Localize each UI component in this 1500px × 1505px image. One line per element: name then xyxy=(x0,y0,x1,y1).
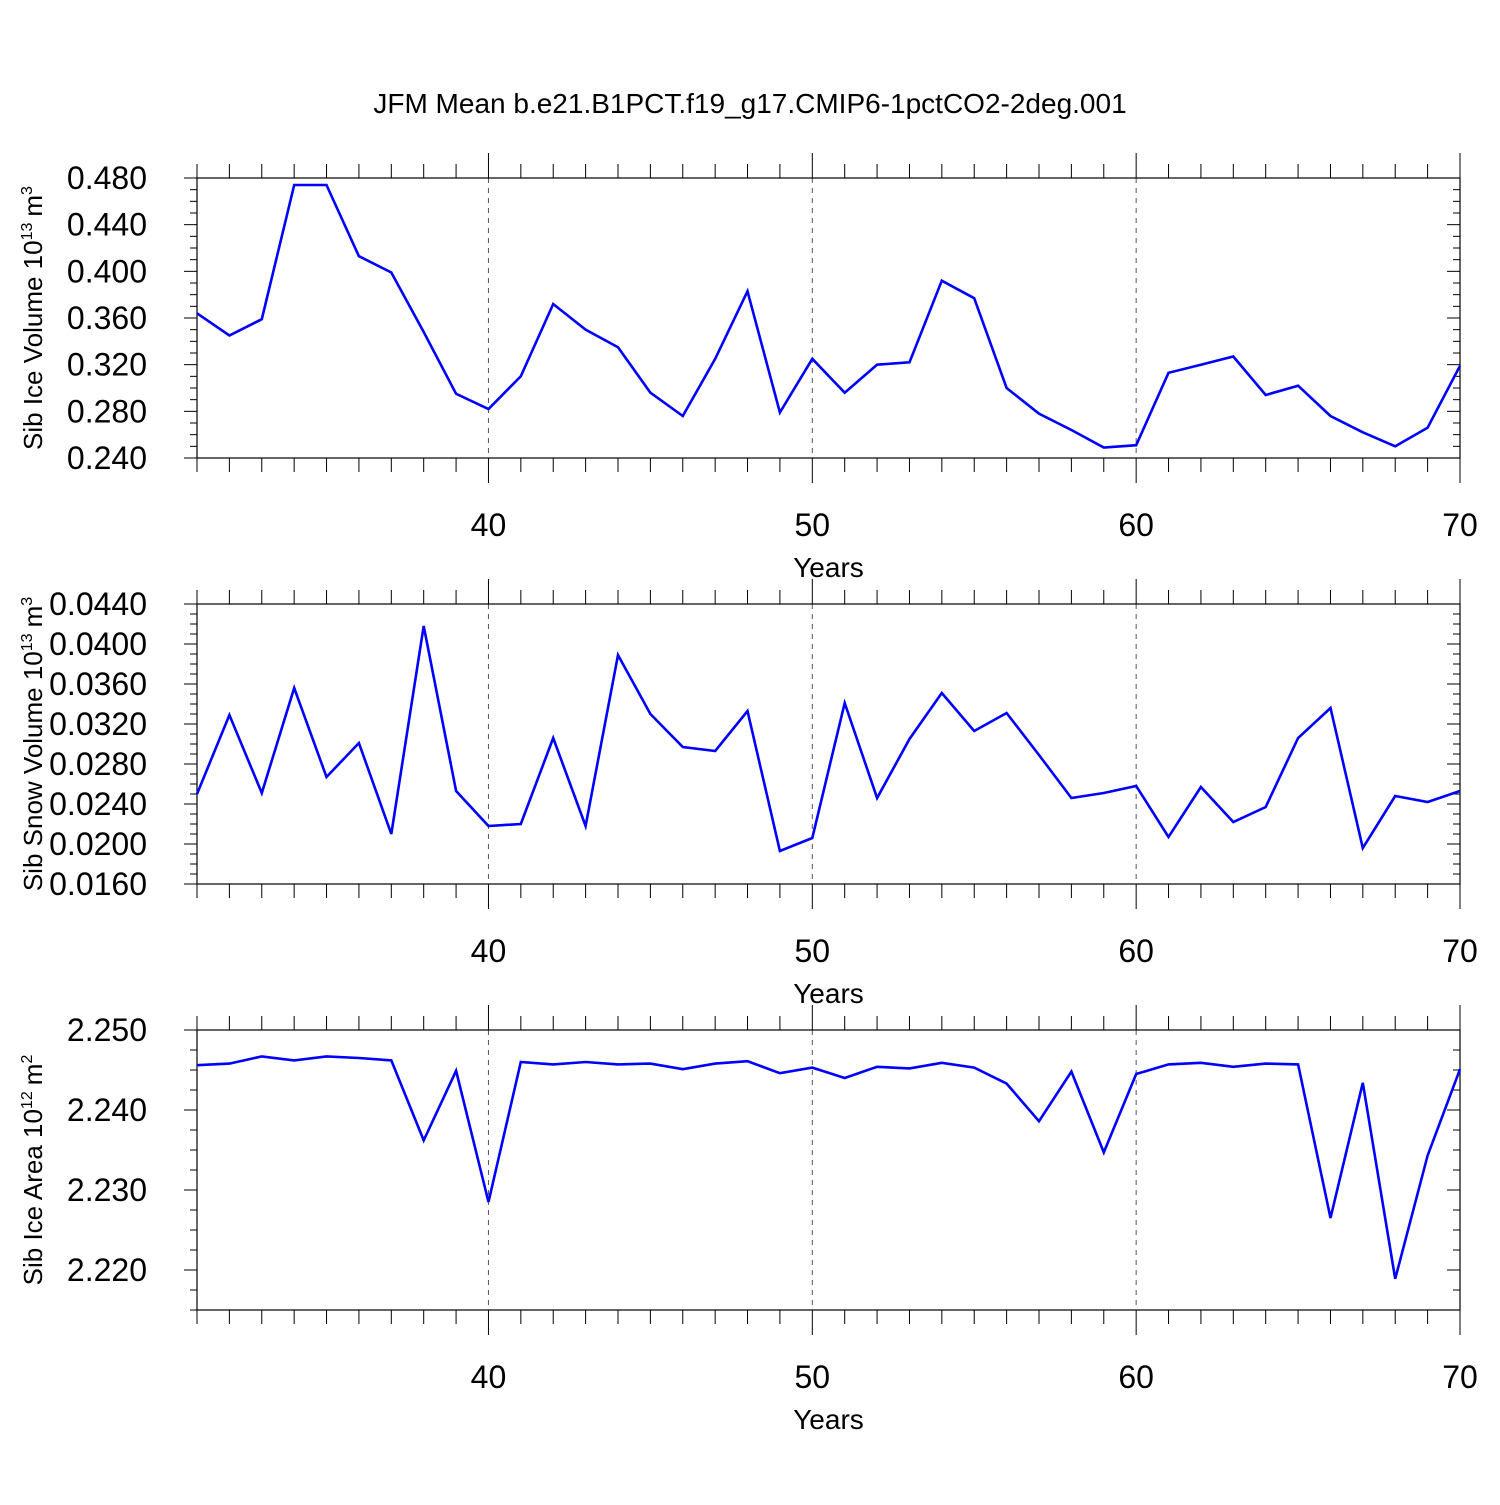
plot-frame xyxy=(197,178,1460,458)
x-axis-label: Years xyxy=(793,552,864,583)
y-axis-label: Sib Snow Volume 1013 m3 xyxy=(18,597,48,891)
y-axis-label: Sib Ice Area 1012 m2 xyxy=(18,1055,48,1286)
y-axis-label-exponent: 13 xyxy=(19,633,36,651)
x-tick-label: 40 xyxy=(471,507,507,543)
y-axis-label-text: Sib Snow Volume 10 xyxy=(18,651,48,891)
y-axis-label-unit-power: 2 xyxy=(19,1055,36,1064)
x-tick-label: 60 xyxy=(1118,507,1154,543)
y-axis-label-unit-power: 3 xyxy=(19,186,36,195)
y-axis-label-unit: m xyxy=(18,606,48,628)
y-tick-label: 0.0400 xyxy=(49,626,147,662)
x-axis-label: Years xyxy=(793,1404,864,1435)
y-tick-label: 0.0280 xyxy=(49,746,147,782)
chart-panel-2: 0.0160 0.0200 0.0240 0.0280 0.0320 0.0360 0.04… xyxy=(18,579,1478,1009)
x-axis-label: Years xyxy=(793,978,864,1009)
y-tick-label: 0.0160 xyxy=(49,866,147,902)
series-line xyxy=(197,185,1460,448)
y-tick-label: 0.360 xyxy=(67,300,147,336)
x-tick-label: 70 xyxy=(1442,933,1478,969)
x-tick-label: 60 xyxy=(1118,1359,1154,1395)
y-tick-label: 0.0320 xyxy=(49,706,147,742)
y-tick-label: 0.440 xyxy=(67,207,147,243)
y-tick-label: 0.0240 xyxy=(49,786,147,822)
y-axis-label-unit: m xyxy=(18,1064,48,1086)
series-line xyxy=(197,626,1460,851)
x-tick-label: 50 xyxy=(795,933,831,969)
y-tick-label: 2.220 xyxy=(67,1252,147,1288)
x-tick-label: 60 xyxy=(1118,933,1154,969)
y-tick-label: 0.240 xyxy=(67,440,147,476)
y-axis-label: Sib Ice Volume 1013 m3 xyxy=(18,186,48,450)
series-line xyxy=(197,1056,1460,1278)
y-tick-label: 2.240 xyxy=(67,1092,147,1128)
x-tick-label: 70 xyxy=(1442,507,1478,543)
y-tick-label: 2.250 xyxy=(67,1012,147,1048)
x-tick-label: 40 xyxy=(471,933,507,969)
y-axis-label-text: Sib Ice Volume 10 xyxy=(18,240,48,450)
y-tick-label: 2.230 xyxy=(67,1172,147,1208)
plot-frame xyxy=(197,604,1460,884)
y-tick-label: 0.0360 xyxy=(49,666,147,702)
y-tick-label: 0.400 xyxy=(67,253,147,289)
y-axis-label-text: Sib Ice Area 10 xyxy=(18,1109,48,1285)
y-tick-label: 0.280 xyxy=(67,393,147,429)
y-tick-label: 0.0440 xyxy=(49,586,147,622)
y-axis-label-unit-power: 3 xyxy=(19,597,36,606)
y-tick-label: 0.480 xyxy=(67,160,147,196)
x-tick-label: 50 xyxy=(795,1359,831,1395)
y-axis-label-exponent: 12 xyxy=(19,1091,36,1109)
x-tick-label: 70 xyxy=(1442,1359,1478,1395)
y-axis-label-unit: m xyxy=(18,195,48,217)
y-tick-label: 0.0200 xyxy=(49,826,147,862)
chart-panel-3: 2.220 2.230 2.240 2.250 40 50 60 70 Years Sib Ice… xyxy=(18,1005,1478,1435)
y-tick-label: 0.320 xyxy=(67,347,147,383)
chart-title: JFM Mean b.e21.B1PCT.f19_g17.CMIP6-1pctC… xyxy=(373,88,1126,119)
x-tick-label: 40 xyxy=(471,1359,507,1395)
y-axis-label-exponent: 13 xyxy=(19,223,36,241)
chart-panel-1: 0.240 0.280 0.320 0.360 0.400 0.440 0.480 40 50 6… xyxy=(18,153,1478,583)
x-tick-label: 50 xyxy=(795,507,831,543)
